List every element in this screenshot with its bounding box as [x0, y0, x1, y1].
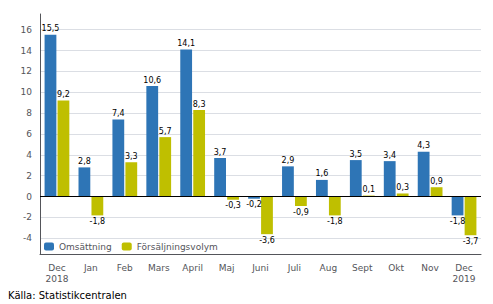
svg-text:Juni: Juni: [251, 263, 269, 273]
svg-text:0,1: 0,1: [362, 185, 375, 194]
svg-text:7,4: 7,4: [112, 109, 125, 118]
svg-text:-0,2: -0,2: [246, 200, 262, 209]
svg-text:2: 2: [26, 171, 32, 181]
svg-text:Juli: Juli: [287, 263, 301, 273]
svg-text:-0,3: -0,3: [225, 201, 241, 210]
svg-text:15,5: 15,5: [42, 24, 60, 33]
svg-text:Feb: Feb: [117, 263, 133, 273]
svg-text:Dec: Dec: [455, 263, 472, 273]
svg-text:-3,7: -3,7: [463, 237, 479, 246]
svg-text:0,9: 0,9: [430, 177, 443, 186]
svg-text:-1,8: -1,8: [90, 217, 106, 226]
svg-text:-4: -4: [23, 233, 32, 243]
svg-text:5,7: 5,7: [159, 127, 172, 136]
svg-text:0,3: 0,3: [396, 183, 409, 192]
svg-text:Aug: Aug: [320, 263, 338, 273]
svg-text:3,4: 3,4: [383, 151, 396, 160]
svg-text:14: 14: [21, 46, 33, 56]
svg-text:-3,6: -3,6: [259, 236, 275, 245]
svg-text:4,3: 4,3: [417, 141, 430, 150]
svg-text:2019: 2019: [453, 274, 476, 284]
svg-text:2018: 2018: [46, 274, 69, 284]
svg-text:16: 16: [21, 25, 33, 35]
svg-text:Källa: Statistikcentralen: Källa: Statistikcentralen: [8, 290, 127, 301]
svg-text:9,2: 9,2: [57, 90, 70, 99]
svg-text:3,3: 3,3: [125, 152, 138, 161]
svg-text:0: 0: [26, 192, 32, 202]
svg-text:Sept: Sept: [352, 263, 373, 273]
svg-text:Jan: Jan: [83, 263, 98, 273]
svg-text:-1,8: -1,8: [450, 217, 466, 226]
svg-text:Nov: Nov: [421, 263, 439, 273]
svg-text:Maj: Maj: [219, 263, 235, 273]
svg-text:10: 10: [21, 87, 33, 97]
svg-text:10,6: 10,6: [143, 76, 161, 85]
svg-text:April: April: [182, 263, 203, 273]
svg-text:2,9: 2,9: [282, 156, 295, 165]
svg-text:Dec: Dec: [48, 263, 65, 273]
svg-text:-2: -2: [23, 212, 32, 222]
svg-text:4: 4: [26, 150, 32, 160]
svg-text:Försäljningsvolym: Försäljningsvolym: [137, 242, 218, 252]
svg-text:14,1: 14,1: [177, 39, 195, 48]
svg-text:8,3: 8,3: [193, 100, 206, 109]
svg-text:8: 8: [26, 108, 32, 118]
svg-text:1,6: 1,6: [315, 169, 328, 178]
svg-text:2,8: 2,8: [78, 157, 91, 166]
svg-text:-0,9: -0,9: [293, 208, 309, 217]
svg-text:Mars: Mars: [148, 263, 170, 273]
svg-text:12: 12: [21, 66, 32, 76]
svg-text:3,7: 3,7: [214, 148, 227, 157]
svg-text:-1,8: -1,8: [327, 217, 343, 226]
svg-text:Okt: Okt: [388, 263, 404, 273]
svg-text:3,5: 3,5: [349, 150, 362, 159]
svg-text:6: 6: [26, 129, 32, 139]
svg-text:Omsättning: Omsättning: [59, 242, 112, 252]
